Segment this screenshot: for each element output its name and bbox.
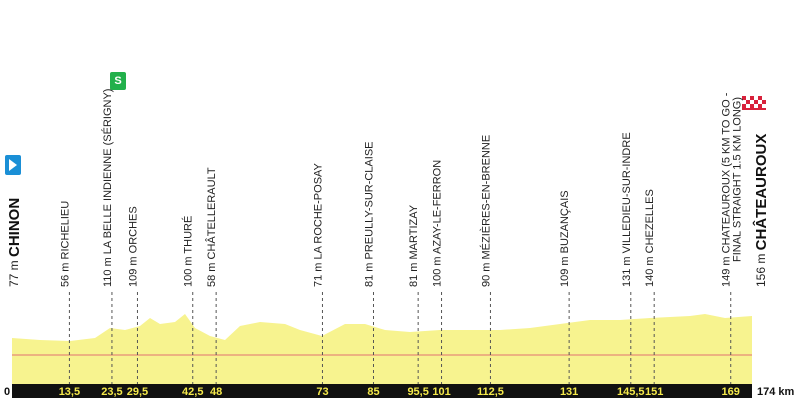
waypoint-label-line2: FINAL STRAIGHT 1.5 KM LONG)	[732, 97, 744, 262]
altitude: 140 m	[644, 253, 656, 287]
km-label: 73	[316, 386, 328, 398]
waypoint-label: 81 m MARTIZAY	[408, 204, 420, 287]
altitude: 100 m	[431, 254, 443, 287]
waypoint-label: 81 m PREULLY-SUR-CLAISE	[363, 141, 375, 287]
place-name: MÉZIÈRES-EN-BRENNE	[479, 135, 492, 260]
svg-text:S: S	[114, 75, 121, 87]
place-name: CHEZELLES	[644, 189, 656, 253]
start-icon	[5, 155, 21, 175]
altitude: 56 m	[59, 259, 71, 287]
altitude: 109 m	[127, 253, 139, 287]
km-label: 0	[4, 386, 10, 398]
waypoint-label: 90 m MÉZIÈRES-EN-BRENNE	[479, 135, 492, 287]
waypoint-label: 149 m CHATEAUROUX (5 KM TO GO -	[721, 92, 733, 287]
km-bar	[12, 384, 752, 398]
km-label: 131	[560, 386, 578, 398]
waypoint-label: 110 m LA BELLE INDIENNE (SÉRIGNY)	[101, 89, 114, 287]
place-name: CHÂTEAUROUX	[752, 134, 770, 251]
km-label: 85	[367, 386, 379, 398]
place-name: AZAY-LE-FERRON	[431, 160, 443, 254]
waypoint-label: 71 m LA ROCHE-POSAY	[312, 162, 324, 287]
waypoint-label: 156 m CHÂTEAUROUX	[752, 134, 770, 287]
altitude: 90 m	[480, 259, 492, 287]
waypoint-label: 77 m CHINON	[6, 198, 23, 287]
place-name: LA ROCHE-POSAY	[312, 162, 324, 259]
km-label: 101	[432, 386, 450, 398]
altitude: 100 m	[183, 254, 195, 287]
waypoint-label: 140 m CHEZELLES	[644, 189, 656, 287]
place-name: LA BELLE INDIENNE (SÉRIGNY)	[101, 89, 114, 255]
waypoint-label: 109 m BUZANÇAIS	[559, 190, 571, 287]
waypoint-label: 131 m VILLEDIEU-SUR-INDRE	[621, 132, 633, 287]
km-label: 145,5	[617, 386, 645, 398]
place-name: RICHELIEU	[59, 201, 71, 260]
altitude: 58 m	[206, 259, 218, 287]
finish-icon	[742, 96, 766, 110]
km-label: 174 km	[757, 386, 795, 398]
place-name: CHATEAUROUX (5 KM TO GO -	[721, 92, 733, 253]
altitude: 81 m	[408, 259, 420, 287]
km-label: 42,5	[182, 386, 203, 398]
km-label: 151	[645, 386, 663, 398]
km-label: 23,5	[101, 386, 122, 398]
altitude: 77 m	[7, 257, 21, 287]
km-label: 169	[722, 386, 740, 398]
place-name: VILLEDIEU-SUR-INDRE	[621, 132, 633, 253]
waypoint-label: 58 m CHÂTELLERAULT	[205, 167, 218, 287]
place-name: CHINON	[6, 198, 23, 257]
place-name: PREULLY-SUR-CLAISE	[363, 141, 375, 259]
altitude: 110 m	[102, 254, 114, 287]
place-name: ORCHES	[127, 206, 139, 253]
sprint-icon: S	[110, 72, 126, 90]
km-label: 48	[210, 386, 222, 398]
place-name: THURÉ	[182, 216, 195, 254]
place-name: MARTIZAY	[408, 204, 420, 259]
altitude: 109 m	[559, 253, 571, 287]
km-label: 29,5	[127, 386, 148, 398]
place-name: CHÂTELLERAULT	[205, 167, 218, 259]
waypoint-label: 100 m THURÉ	[182, 216, 195, 287]
km-label: 95,5	[407, 386, 428, 398]
elevation-profile	[12, 314, 752, 384]
waypoint-label: 100 m AZAY-LE-FERRON	[431, 160, 443, 287]
place-name: BUZANÇAIS	[559, 190, 571, 253]
km-label: 112,5	[477, 386, 504, 398]
altitude: 71 m	[312, 259, 324, 287]
waypoint-label: 56 m RICHELIEU	[59, 201, 71, 287]
altitude: 149 m	[721, 253, 733, 287]
altitude: 131 m	[621, 253, 633, 287]
km-label: 13,5	[59, 386, 80, 398]
altitude: 81 m	[363, 259, 375, 287]
altitude: 156 m	[754, 250, 768, 287]
waypoint-label: 109 m ORCHES	[127, 206, 139, 287]
